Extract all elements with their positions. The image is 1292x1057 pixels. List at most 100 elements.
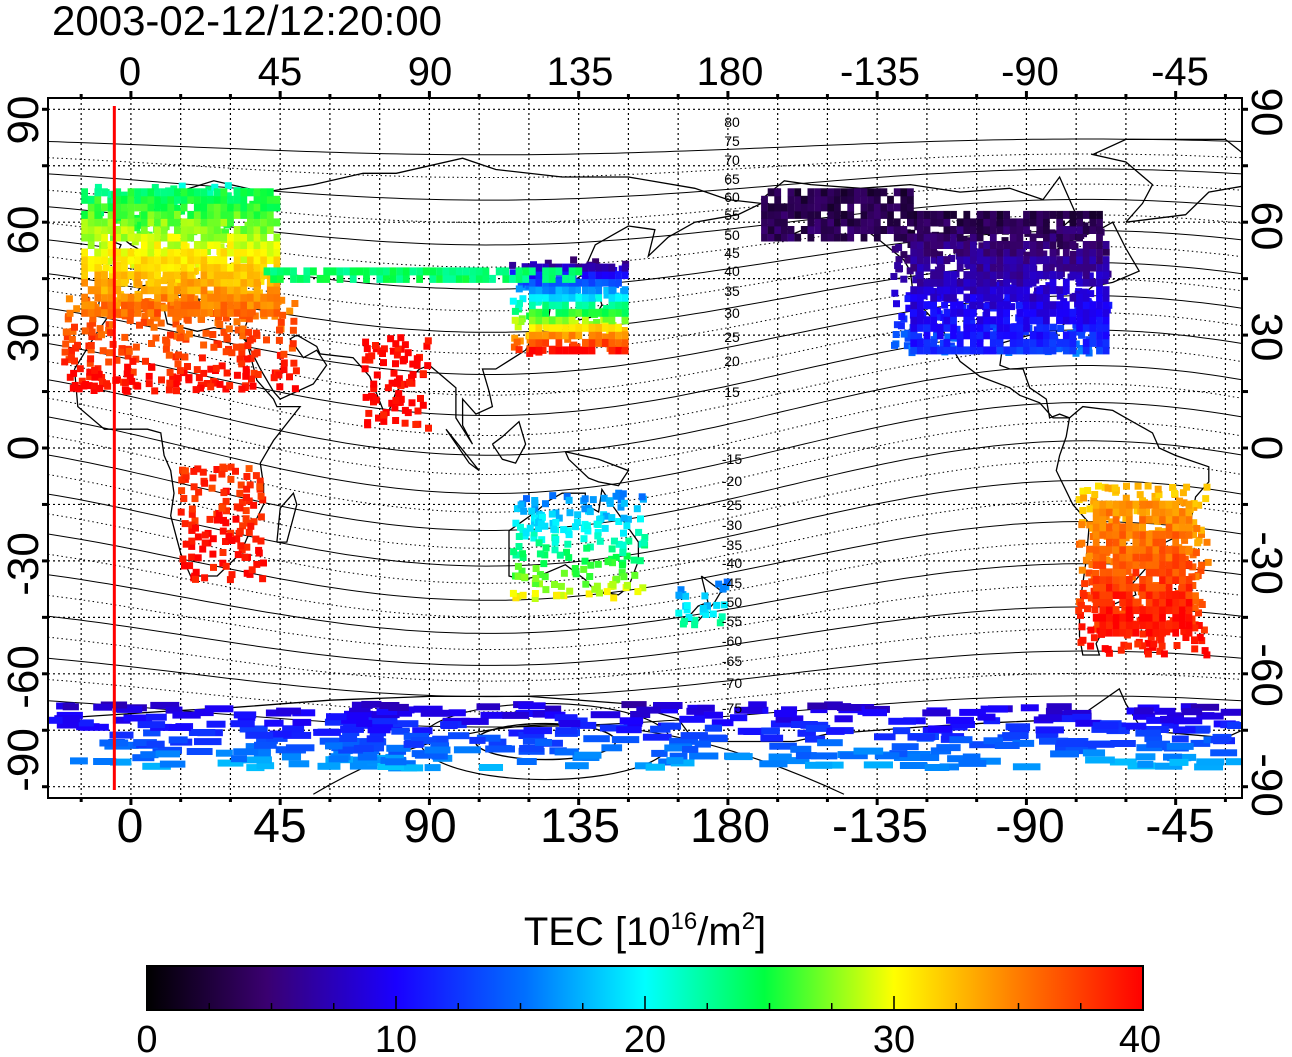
tec-cell bbox=[1075, 719, 1102, 727]
tec-cell bbox=[1023, 323, 1030, 332]
tec-cell bbox=[1036, 331, 1044, 340]
tec-cell bbox=[574, 751, 602, 759]
tec-cell bbox=[1125, 553, 1133, 562]
tec-cell bbox=[1009, 233, 1017, 242]
tec-cell bbox=[960, 236, 968, 244]
tec-cell bbox=[834, 188, 841, 197]
tec-cell bbox=[608, 346, 616, 355]
tec-cell bbox=[900, 188, 908, 197]
tec-cell bbox=[169, 724, 191, 731]
tec-cell bbox=[528, 331, 536, 340]
tec-cell bbox=[190, 483, 198, 491]
tec-cell bbox=[243, 485, 251, 493]
tec-cell bbox=[140, 226, 148, 234]
tec-cell bbox=[207, 226, 214, 234]
tec-cell bbox=[1185, 628, 1193, 637]
tec-cell bbox=[562, 316, 569, 325]
tec-cell bbox=[1172, 576, 1180, 584]
tec-cell bbox=[575, 323, 583, 332]
tec-cell bbox=[107, 197, 115, 204]
tec-cell bbox=[1159, 560, 1166, 569]
tec-cell bbox=[976, 271, 984, 280]
tec-cell bbox=[174, 308, 181, 317]
tec-cell bbox=[260, 195, 268, 204]
tec-cell bbox=[1171, 735, 1189, 743]
tec-cell bbox=[518, 567, 526, 575]
tec-cell bbox=[310, 267, 317, 276]
tec-cell bbox=[581, 557, 589, 565]
tec-cell bbox=[68, 335, 76, 343]
tec-cell bbox=[1049, 331, 1057, 340]
tec-cell bbox=[379, 350, 386, 357]
tec-cell bbox=[1165, 553, 1173, 562]
tec-cell bbox=[200, 369, 208, 377]
tec-cell bbox=[180, 248, 188, 257]
tec-cell bbox=[213, 516, 221, 524]
tec-cell bbox=[237, 542, 245, 550]
tec-cell bbox=[240, 195, 248, 204]
tec-cell bbox=[1196, 758, 1225, 766]
tec-cell bbox=[774, 233, 782, 242]
tec-cell bbox=[251, 312, 259, 320]
tec-cell bbox=[209, 550, 217, 558]
tec-cell bbox=[805, 735, 826, 743]
tec-cell bbox=[103, 380, 110, 388]
tec-cell bbox=[1078, 521, 1086, 529]
tec-cell bbox=[247, 354, 255, 362]
tec-cell bbox=[440, 722, 458, 729]
tec-cell bbox=[475, 274, 483, 283]
tec-cell bbox=[528, 301, 536, 310]
tec-cell bbox=[996, 210, 1004, 219]
tec-cell bbox=[625, 537, 633, 545]
tec-cell bbox=[436, 267, 443, 276]
tec-cell bbox=[1043, 218, 1050, 227]
tec-cell bbox=[588, 263, 596, 272]
tec-cell bbox=[81, 308, 88, 317]
tec-cell bbox=[88, 333, 96, 341]
tec-cell bbox=[238, 350, 246, 358]
tec-cell bbox=[247, 218, 254, 227]
tec-cell bbox=[1089, 241, 1097, 249]
tec-cell bbox=[207, 383, 215, 391]
tec-cell bbox=[603, 305, 611, 312]
tec-cell bbox=[121, 278, 128, 287]
tec-cell bbox=[220, 248, 228, 257]
tec-cell bbox=[90, 387, 98, 394]
tec-cell bbox=[1112, 500, 1120, 509]
tec-cell bbox=[247, 210, 254, 219]
tec-cell bbox=[1145, 553, 1153, 562]
tec-cell bbox=[1139, 591, 1146, 599]
tec-cell bbox=[370, 380, 378, 388]
tec-cell bbox=[1086, 272, 1094, 280]
tec-cell bbox=[391, 727, 410, 735]
tec-cell bbox=[87, 210, 95, 219]
tec-cell bbox=[651, 749, 668, 757]
tec-cell bbox=[531, 590, 539, 597]
tec-cell bbox=[1049, 308, 1057, 317]
tec-cell bbox=[66, 373, 74, 381]
tec-cell bbox=[860, 226, 868, 234]
tec-cell bbox=[114, 263, 122, 272]
tec-cell bbox=[222, 538, 229, 545]
tec-cell bbox=[146, 740, 165, 748]
tec-cell bbox=[1103, 556, 1111, 564]
tec-cell bbox=[516, 299, 523, 307]
tec-cell bbox=[412, 727, 433, 735]
tec-cell bbox=[635, 528, 643, 536]
tec-cell bbox=[1089, 226, 1097, 234]
tec-cell bbox=[285, 744, 315, 752]
tec-cell bbox=[661, 722, 682, 730]
tec-cell bbox=[548, 331, 556, 340]
tec-cell bbox=[1023, 293, 1030, 302]
tec-cell bbox=[615, 271, 622, 280]
tec-cell bbox=[519, 550, 526, 558]
tec-cell bbox=[108, 321, 116, 329]
tec-cell bbox=[997, 280, 1004, 287]
tec-cell bbox=[535, 293, 543, 302]
tec-cell bbox=[87, 203, 95, 212]
tec-cell bbox=[1082, 308, 1090, 317]
tec-cell bbox=[253, 263, 261, 272]
tec-cell bbox=[950, 301, 957, 310]
tec-cell bbox=[127, 308, 135, 317]
tec-cell bbox=[1055, 345, 1063, 353]
